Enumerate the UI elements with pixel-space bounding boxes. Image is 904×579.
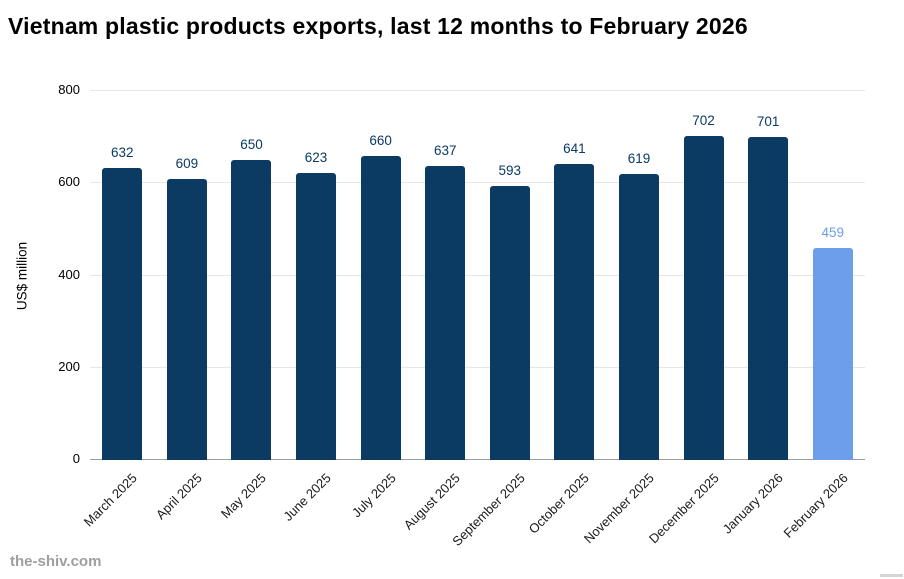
- plot-area: 0 200 400 600 800 632 March 2025 609 April 2025 6…: [58, 83, 865, 549]
- bar-value-label: 609: [175, 156, 199, 172]
- x-axis-label: February 2026: [780, 470, 851, 541]
- gridline: [90, 90, 865, 91]
- bar-november-2025: [618, 174, 659, 460]
- bar-value-label: 660: [369, 132, 392, 148]
- bar-value-label: 459: [821, 225, 844, 241]
- x-axis-label: March 2025: [81, 470, 141, 530]
- bar-value-label: 632: [111, 145, 134, 161]
- bar-february-2026: [812, 248, 853, 460]
- bar-value-label: 623: [304, 149, 328, 165]
- source-watermark: the-shiv.com: [10, 553, 102, 570]
- bar-value-label: 702: [692, 113, 715, 129]
- bar-december-2025: [683, 136, 724, 460]
- bar-value-label: 701: [756, 113, 780, 129]
- bar-september-2025: [489, 186, 530, 460]
- y-tick-label: 0: [72, 451, 80, 466]
- bar-value-label: 641: [563, 141, 586, 157]
- bar-march-2025: [102, 168, 143, 460]
- x-axis-label: June 2025: [280, 470, 334, 524]
- x-axis-label: April 2025: [152, 470, 205, 523]
- bar-october-2025: [554, 164, 595, 460]
- gridline: [90, 274, 865, 276]
- x-axis-label: December 2025: [645, 470, 722, 547]
- scrollbar-thumb[interactable]: [880, 574, 903, 577]
- x-axis-baseline: [90, 459, 865, 460]
- bar-value-label: 619: [627, 151, 651, 167]
- y-axis-title: US$ million: [14, 241, 30, 311]
- chart-title: Vietnam plastic products exports, last 1…: [8, 13, 748, 39]
- bar-value-label: 637: [433, 143, 457, 159]
- x-axis-label: October 2025: [525, 470, 593, 537]
- y-tick-label: 400: [58, 266, 80, 282]
- bar-august-2025: [425, 166, 466, 460]
- bar-value-label: 593: [498, 163, 522, 179]
- bar-value-label: 650: [240, 137, 263, 153]
- bar-may-2025: [231, 160, 272, 460]
- x-axis-label: January 2026: [719, 470, 787, 537]
- y-tick-label: 600: [58, 174, 80, 190]
- y-tick-label: 200: [58, 358, 80, 374]
- bar-june-2025: [296, 172, 337, 460]
- x-axis-label: May 2025: [218, 470, 270, 522]
- bar-april-2025: [166, 179, 207, 460]
- bar-january-2026: [748, 136, 789, 460]
- y-tick-label: 800: [58, 82, 80, 97]
- x-axis-label: July 2025: [348, 470, 399, 521]
- gridline: [90, 366, 865, 368]
- bar-july-2025: [360, 155, 401, 460]
- x-axis-label: September 2025: [449, 470, 528, 549]
- x-axis-label: August 2025: [400, 470, 464, 533]
- gridline: [90, 182, 865, 184]
